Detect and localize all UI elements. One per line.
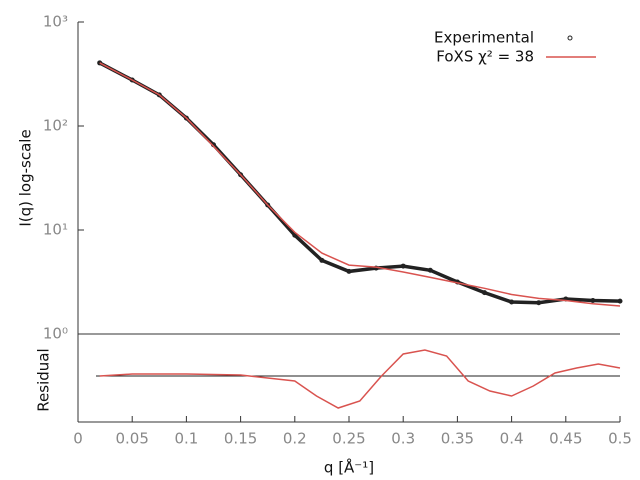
x-tick-label: 0.25 [332,430,365,448]
x-tick-label: 0.05 [115,430,148,448]
y-tick-label: 10⁰ [43,325,68,343]
x-tick-label: 0.15 [224,430,257,448]
x-tick-label: 0.5 [608,430,632,448]
x-tick-label: 0.4 [500,430,524,448]
data-point [427,267,433,273]
x-tick-label: 0 [73,430,83,448]
data-point [400,263,406,269]
data-point [319,257,325,263]
legend-label: Experimental [434,29,534,47]
x-tick-label: 0.2 [283,430,307,448]
data-point [482,290,487,296]
fit-line [99,349,621,409]
legend-marker [567,35,573,41]
residual-label: Residual [35,348,53,411]
x-axis-label: q [Å⁻¹] [324,458,374,477]
x-tick-label: 0.35 [441,430,474,448]
y-tick-label: 10³ [43,13,68,31]
y-tick-label: 10¹ [43,221,68,239]
fit-line [99,62,621,307]
data-point [536,300,542,306]
data-point [346,268,352,274]
x-tick-label: 0.3 [391,430,415,448]
legend-label: FoXS χ² = 38 [436,48,534,66]
data-point [97,60,103,66]
y-tick-label: 10² [43,117,68,135]
data-point [509,299,515,305]
x-tick-label: 0.1 [174,430,198,448]
experimental-trace [98,61,621,305]
data-point [590,297,596,303]
x-tick-label: 0.45 [549,430,582,448]
y-axis-label: I(q) log-scale [17,129,35,226]
data-point [211,142,216,148]
data-point [617,298,623,304]
